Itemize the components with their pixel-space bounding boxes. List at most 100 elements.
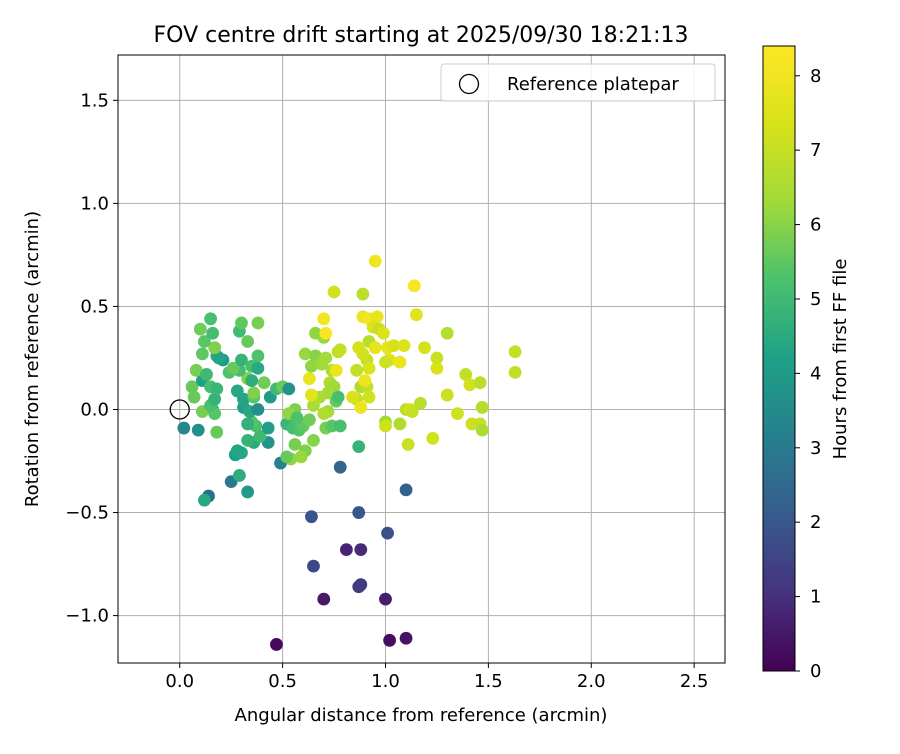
colorbar-tick-label: 8 xyxy=(810,66,821,87)
data-point xyxy=(430,351,444,365)
data-point xyxy=(333,343,347,357)
data-point xyxy=(354,401,368,414)
data-point xyxy=(305,359,318,373)
chart-title: FOV centre drift starting at 2025/09/30 … xyxy=(154,23,689,48)
data-point xyxy=(459,368,473,381)
colorbar-tick-label: 3 xyxy=(810,438,821,459)
data-point xyxy=(230,384,244,398)
data-point xyxy=(241,434,255,447)
data-point xyxy=(245,374,259,388)
plot-frame xyxy=(117,54,726,664)
colorbar-tick-label: 1 xyxy=(810,587,821,608)
data-point xyxy=(298,347,312,361)
data-point xyxy=(307,434,320,447)
data-point xyxy=(354,543,368,557)
x-tick-label: 1.5 xyxy=(474,671,503,692)
data-point xyxy=(352,341,366,355)
data-point xyxy=(235,316,248,330)
data-point xyxy=(473,376,487,390)
data-point xyxy=(198,335,211,348)
colorbar-tick-label: 5 xyxy=(810,289,821,310)
y-tick-label: 0.5 xyxy=(80,296,109,317)
data-point xyxy=(233,469,246,482)
data-point xyxy=(362,361,376,375)
data-point xyxy=(241,335,255,348)
colorbar-tick-label: 2 xyxy=(810,512,821,533)
data-point xyxy=(317,312,331,326)
data-point xyxy=(305,388,318,402)
data-point xyxy=(352,440,366,453)
data-point xyxy=(198,493,211,507)
data-point xyxy=(307,559,320,573)
x-tick-label: 1.0 xyxy=(371,671,400,692)
data-point xyxy=(383,633,397,647)
data-point xyxy=(379,419,392,433)
data-point xyxy=(409,308,423,322)
data-point xyxy=(475,401,489,414)
x-axis-ticks: 0.0 0.5 1.0 1.5 2.0 2.5 xyxy=(165,663,708,692)
y-tick-label: 0.0 xyxy=(80,399,109,420)
data-point xyxy=(253,429,267,443)
legend-reference-marker-icon xyxy=(458,73,480,95)
data-point xyxy=(451,407,464,421)
data-point xyxy=(350,363,364,377)
data-point xyxy=(440,388,454,402)
data-point xyxy=(302,413,316,427)
data-point xyxy=(185,380,199,394)
data-point xyxy=(414,396,427,410)
data-point xyxy=(226,361,240,375)
data-point xyxy=(399,631,413,645)
legend: Reference platepar xyxy=(440,63,716,102)
colorbar: 0 1 2 3 4 5 6 7 8 Hours from first FF file xyxy=(762,45,851,682)
data-point xyxy=(193,322,207,336)
data-point xyxy=(195,347,209,361)
data-point xyxy=(241,485,255,499)
data-point xyxy=(356,287,370,301)
data-point xyxy=(463,378,477,392)
data-point xyxy=(251,316,265,330)
x-tick-label: 0.5 xyxy=(268,671,297,692)
data-point xyxy=(241,417,255,431)
data-point xyxy=(405,405,419,418)
data-point xyxy=(280,450,294,464)
data-point xyxy=(191,423,205,437)
data-point xyxy=(393,355,407,369)
data-point xyxy=(251,349,265,363)
y-tick-label: −1.0 xyxy=(65,606,109,627)
legend-label: Reference platepar xyxy=(507,74,679,95)
colorbar-tick-label: 7 xyxy=(810,140,821,161)
data-point xyxy=(379,592,392,606)
plot-area xyxy=(118,55,725,663)
legend-box xyxy=(440,63,716,102)
y-tick-label: 1.5 xyxy=(80,90,109,111)
data-point xyxy=(251,403,265,416)
data-point xyxy=(317,407,331,421)
data-point xyxy=(200,368,213,381)
x-tick-label: 2.5 xyxy=(680,671,709,692)
data-point xyxy=(379,355,392,369)
data-point xyxy=(294,450,308,464)
data-point xyxy=(187,390,201,404)
data-point xyxy=(368,254,382,268)
data-point xyxy=(440,326,454,340)
colorbar-tick-label: 6 xyxy=(810,215,821,236)
data-point xyxy=(387,339,401,353)
data-point xyxy=(189,363,203,377)
data-point xyxy=(319,326,333,340)
reference-platepar-marker xyxy=(169,399,190,420)
data-point xyxy=(368,341,382,355)
colorbar-label: Hours from first FF file xyxy=(830,259,851,460)
data-point xyxy=(251,361,265,375)
data-point xyxy=(508,365,522,379)
data-point xyxy=(418,341,431,355)
data-point xyxy=(377,326,390,340)
data-point xyxy=(319,351,333,365)
data-point xyxy=(362,390,376,404)
data-point xyxy=(381,526,394,540)
data-point xyxy=(206,326,220,340)
y-tick-label: −0.5 xyxy=(65,503,109,524)
data-point xyxy=(329,363,343,377)
data-point xyxy=(208,341,222,355)
data-point xyxy=(212,351,226,365)
